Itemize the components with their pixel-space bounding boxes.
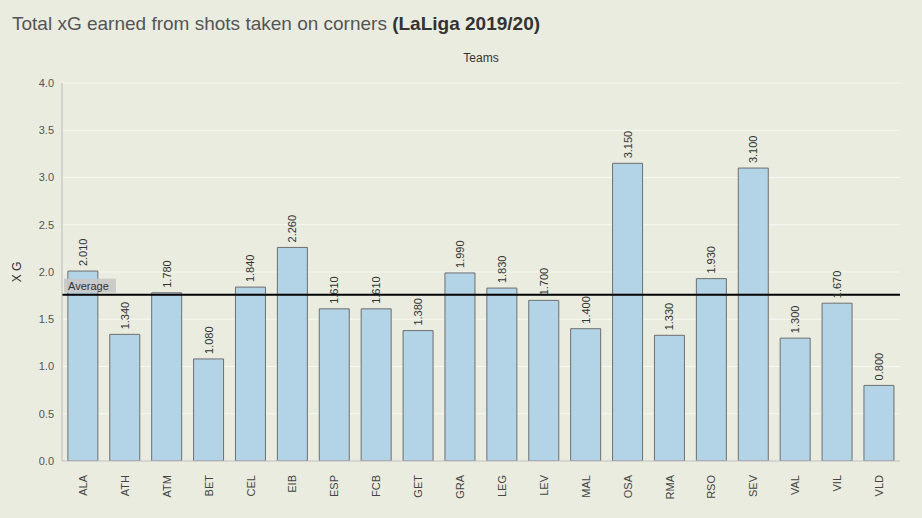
svg-text:2.260: 2.260 — [286, 215, 298, 243]
svg-text:1.840: 1.840 — [244, 255, 256, 283]
html-text:Teams: Teams — [463, 51, 499, 65]
svg-text:1.300: 1.300 — [789, 306, 801, 334]
svg-text:BET: BET — [203, 475, 215, 497]
svg-text:EIB: EIB — [286, 475, 298, 493]
svg-text:SEV: SEV — [747, 474, 759, 497]
svg-text:0.800: 0.800 — [873, 353, 885, 381]
svg-text:GRA: GRA — [454, 474, 466, 499]
svg-text:VAL: VAL — [789, 475, 801, 495]
svg-text:2.010: 2.010 — [77, 239, 89, 267]
svg-text:2.0: 2.0 — [39, 266, 54, 278]
svg-text:ATH: ATH — [119, 475, 131, 496]
svg-text:0.5: 0.5 — [39, 408, 54, 420]
svg-text:LEG: LEG — [496, 475, 508, 497]
svg-text:VIL: VIL — [831, 475, 843, 492]
svg-text:3.150: 3.150 — [622, 131, 634, 159]
svg-text:GET: GET — [412, 475, 424, 498]
svg-text:ESP: ESP — [328, 475, 340, 497]
svg-text:ALA: ALA — [77, 474, 89, 495]
svg-text:1.990: 1.990 — [454, 240, 466, 268]
svg-text:RSO: RSO — [705, 475, 717, 499]
svg-text:1.400: 1.400 — [580, 296, 592, 324]
html-text:Total xG earned from shots tak: Total xG earned from shots taken on corn… — [12, 13, 540, 34]
svg-text:1.610: 1.610 — [370, 276, 382, 304]
svg-text:3.5: 3.5 — [39, 124, 54, 136]
svg-text:2.5: 2.5 — [39, 219, 54, 231]
svg-text:LEV: LEV — [538, 474, 550, 495]
svg-text:X G: X G — [10, 262, 24, 283]
svg-text:1.930: 1.930 — [705, 246, 717, 274]
svg-text:CEL: CEL — [245, 475, 257, 496]
svg-text:ATM: ATM — [161, 475, 173, 497]
svg-text:1.780: 1.780 — [161, 260, 173, 288]
svg-text:1.330: 1.330 — [663, 303, 675, 331]
svg-text:OSA: OSA — [622, 474, 634, 498]
svg-text:0.0: 0.0 — [39, 455, 54, 467]
svg-text:1.080: 1.080 — [203, 326, 215, 354]
svg-text:3.100: 3.100 — [747, 136, 759, 164]
svg-text:RMA: RMA — [664, 474, 676, 499]
svg-text:1.830: 1.830 — [496, 256, 508, 284]
svg-text:1.610: 1.610 — [328, 276, 340, 304]
svg-text:3.0: 3.0 — [39, 171, 54, 183]
svg-text:VLD: VLD — [873, 475, 885, 496]
svg-text:FCB: FCB — [370, 475, 382, 497]
svg-text:1.340: 1.340 — [119, 302, 131, 330]
svg-text:1.0: 1.0 — [39, 360, 54, 372]
svg-text:1.380: 1.380 — [412, 298, 424, 326]
svg-text:1.670: 1.670 — [831, 271, 843, 299]
svg-text:1.5: 1.5 — [39, 313, 54, 325]
svg-text:MAL: MAL — [580, 475, 592, 498]
svg-text:4.0: 4.0 — [39, 77, 54, 89]
svg-text:Average: Average — [68, 280, 109, 292]
svg-text:1.700: 1.700 — [538, 268, 550, 296]
